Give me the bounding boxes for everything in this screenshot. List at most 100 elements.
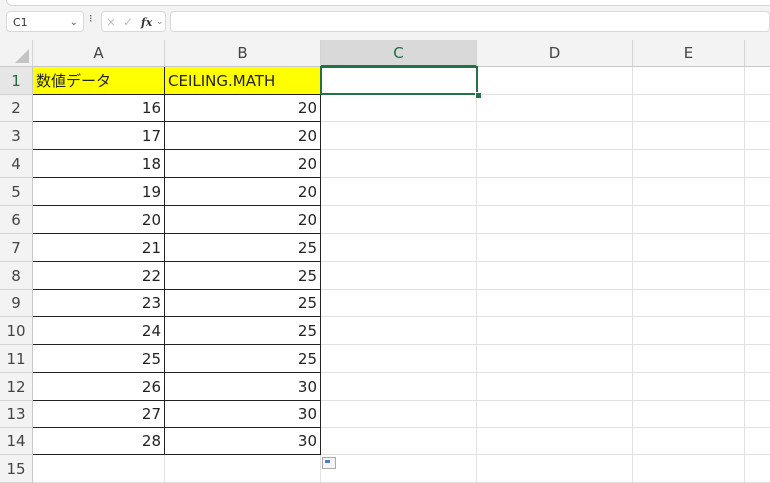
cell-e9[interactable] (633, 290, 745, 317)
insert-function-button[interactable]: fx (141, 16, 153, 29)
cell-b12[interactable]: 30 (165, 373, 321, 401)
cell-e6[interactable] (633, 206, 745, 234)
cell-e8[interactable] (633, 262, 745, 290)
row-header[interactable]: 15 (0, 455, 33, 483)
cell-c13[interactable] (321, 401, 477, 428)
cell-x10[interactable] (745, 317, 770, 345)
cell-e1[interactable] (633, 67, 745, 95)
enter-icon[interactable]: ✓ (123, 15, 134, 29)
cell-d7[interactable] (477, 234, 633, 262)
cell-e5[interactable] (633, 178, 745, 206)
cell-d4[interactable] (477, 150, 633, 178)
row-header[interactable]: 9 (0, 290, 33, 317)
cell-e4[interactable] (633, 150, 745, 178)
cell-e11[interactable] (633, 345, 745, 373)
cell-d10[interactable] (477, 317, 633, 345)
cell-x5[interactable] (745, 178, 770, 206)
cell-x11[interactable] (745, 345, 770, 373)
cell-b5[interactable]: 20 (165, 178, 321, 206)
row-header[interactable]: 5 (0, 178, 33, 206)
cell-c9[interactable] (321, 290, 477, 317)
cell-b6[interactable]: 20 (165, 206, 321, 234)
cell-b15[interactable] (165, 455, 321, 483)
cell-a3[interactable]: 17 (33, 122, 165, 150)
cell-c2[interactable] (321, 95, 477, 122)
paste-options-icon[interactable] (322, 457, 336, 469)
cell-e14[interactable] (633, 428, 745, 455)
cell-e3[interactable] (633, 122, 745, 150)
cell-d8[interactable] (477, 262, 633, 290)
cell-c7[interactable] (321, 234, 477, 262)
cell-x8[interactable] (745, 262, 770, 290)
cell-b8[interactable]: 25 (165, 262, 321, 290)
cell-d12[interactable] (477, 373, 633, 401)
cell-x14[interactable] (745, 428, 770, 455)
cell-a14[interactable]: 28 (33, 428, 165, 455)
cell-b2[interactable]: 20 (165, 95, 321, 122)
cell-a10[interactable]: 24 (33, 317, 165, 345)
cell-b14[interactable]: 30 (165, 428, 321, 455)
cell-x15[interactable] (745, 455, 770, 483)
column-header-b[interactable]: B (165, 40, 321, 67)
row-header[interactable]: 1 (0, 67, 33, 95)
cell-a4[interactable]: 18 (33, 150, 165, 178)
cell-c12[interactable] (321, 373, 477, 401)
cell-a2[interactable]: 16 (33, 95, 165, 122)
cell-d6[interactable] (477, 206, 633, 234)
cell-d9[interactable] (477, 290, 633, 317)
cell-x2[interactable] (745, 95, 770, 122)
cell-e13[interactable] (633, 401, 745, 428)
cell-e12[interactable] (633, 373, 745, 401)
column-header-a[interactable]: A (33, 40, 165, 67)
cell-d1[interactable] (477, 67, 633, 95)
row-header[interactable]: 12 (0, 373, 33, 401)
cell-c10[interactable] (321, 317, 477, 345)
cell-e15[interactable] (633, 455, 745, 483)
row-header[interactable]: 8 (0, 262, 33, 290)
cell-a13[interactable]: 27 (33, 401, 165, 428)
row-header[interactable]: 11 (0, 345, 33, 373)
cell-b13[interactable]: 30 (165, 401, 321, 428)
row-header[interactable]: 2 (0, 95, 33, 122)
chevron-down-icon[interactable]: ⌄ (156, 17, 164, 27)
cell-a1[interactable]: 数値データ (33, 67, 165, 95)
name-box[interactable]: C1 ⌄ (6, 11, 84, 32)
cell-d14[interactable] (477, 428, 633, 455)
cell-c4[interactable] (321, 150, 477, 178)
cell-a8[interactable]: 22 (33, 262, 165, 290)
cell-b11[interactable]: 25 (165, 345, 321, 373)
formula-input[interactable] (170, 11, 770, 32)
column-header-c[interactable]: C (321, 40, 477, 67)
cell-x1[interactable] (745, 67, 770, 95)
cell-a15[interactable] (33, 455, 165, 483)
cell-a9[interactable]: 23 (33, 290, 165, 317)
cell-c5[interactable] (321, 178, 477, 206)
cell-x4[interactable] (745, 150, 770, 178)
row-header[interactable]: 4 (0, 150, 33, 178)
cell-x3[interactable] (745, 122, 770, 150)
cell-b3[interactable]: 20 (165, 122, 321, 150)
chevron-down-icon[interactable]: ⌄ (69, 17, 78, 28)
cell-e2[interactable] (633, 95, 745, 122)
cell-e10[interactable] (633, 317, 745, 345)
cell-b7[interactable]: 25 (165, 234, 321, 262)
cell-d2[interactable] (477, 95, 633, 122)
cell-c3[interactable] (321, 122, 477, 150)
cell-b9[interactable]: 25 (165, 290, 321, 317)
cancel-icon[interactable]: × (106, 15, 117, 29)
cell-d5[interactable] (477, 178, 633, 206)
cell-a12[interactable]: 26 (33, 373, 165, 401)
cell-a5[interactable]: 19 (33, 178, 165, 206)
row-header[interactable]: 14 (0, 428, 33, 455)
more-options-icon[interactable]: ⁝ (89, 12, 93, 25)
cell-a6[interactable]: 20 (33, 206, 165, 234)
cell-d11[interactable] (477, 345, 633, 373)
cell-x6[interactable] (745, 206, 770, 234)
select-all-button[interactable] (0, 40, 33, 67)
cell-d13[interactable] (477, 401, 633, 428)
column-header-e[interactable]: E (633, 40, 745, 67)
cell-x13[interactable] (745, 401, 770, 428)
cell-c14[interactable] (321, 428, 477, 455)
cell-b1[interactable]: CEILING.MATH (165, 67, 321, 95)
fill-handle[interactable] (475, 92, 482, 99)
